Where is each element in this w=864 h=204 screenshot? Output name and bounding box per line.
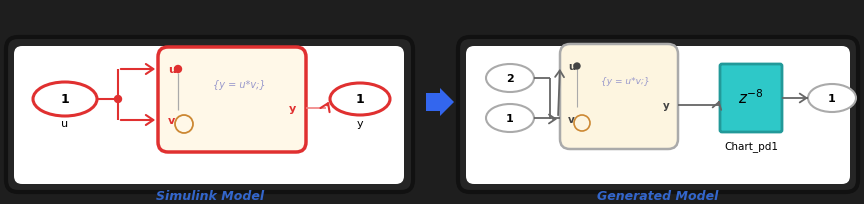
Circle shape xyxy=(175,66,181,73)
Text: Chart_pd1: Chart_pd1 xyxy=(724,141,778,152)
Ellipse shape xyxy=(330,84,390,115)
Ellipse shape xyxy=(33,83,97,116)
Text: 1: 1 xyxy=(506,113,514,123)
Text: y: y xyxy=(289,103,296,113)
Text: y: y xyxy=(664,100,670,110)
Text: u: u xyxy=(168,65,176,75)
Text: u: u xyxy=(568,62,575,72)
FancyArrow shape xyxy=(426,89,454,116)
Circle shape xyxy=(574,64,580,70)
FancyBboxPatch shape xyxy=(458,38,858,192)
FancyBboxPatch shape xyxy=(14,47,404,184)
Text: v: v xyxy=(568,114,575,124)
FancyBboxPatch shape xyxy=(466,47,850,184)
Text: y: y xyxy=(357,118,364,128)
FancyBboxPatch shape xyxy=(6,38,413,192)
Text: $z^{-8}$: $z^{-8}$ xyxy=(738,88,764,106)
Ellipse shape xyxy=(808,85,856,112)
FancyBboxPatch shape xyxy=(158,48,306,152)
Text: 1: 1 xyxy=(356,93,365,106)
Circle shape xyxy=(115,96,122,103)
Ellipse shape xyxy=(486,104,534,132)
Ellipse shape xyxy=(486,65,534,93)
Text: 2: 2 xyxy=(506,74,514,84)
Text: 1: 1 xyxy=(60,93,69,106)
Text: {y = u*v;}: {y = u*v;} xyxy=(213,79,266,89)
Text: Generated Model: Generated Model xyxy=(597,190,719,203)
Text: v: v xyxy=(168,115,175,125)
Text: {y = u*v;}: {y = u*v;} xyxy=(600,77,649,86)
Text: u: u xyxy=(61,118,68,128)
Text: 1: 1 xyxy=(828,94,835,103)
FancyBboxPatch shape xyxy=(720,65,782,132)
FancyBboxPatch shape xyxy=(560,45,678,149)
Text: Simulink Model: Simulink Model xyxy=(156,190,264,203)
